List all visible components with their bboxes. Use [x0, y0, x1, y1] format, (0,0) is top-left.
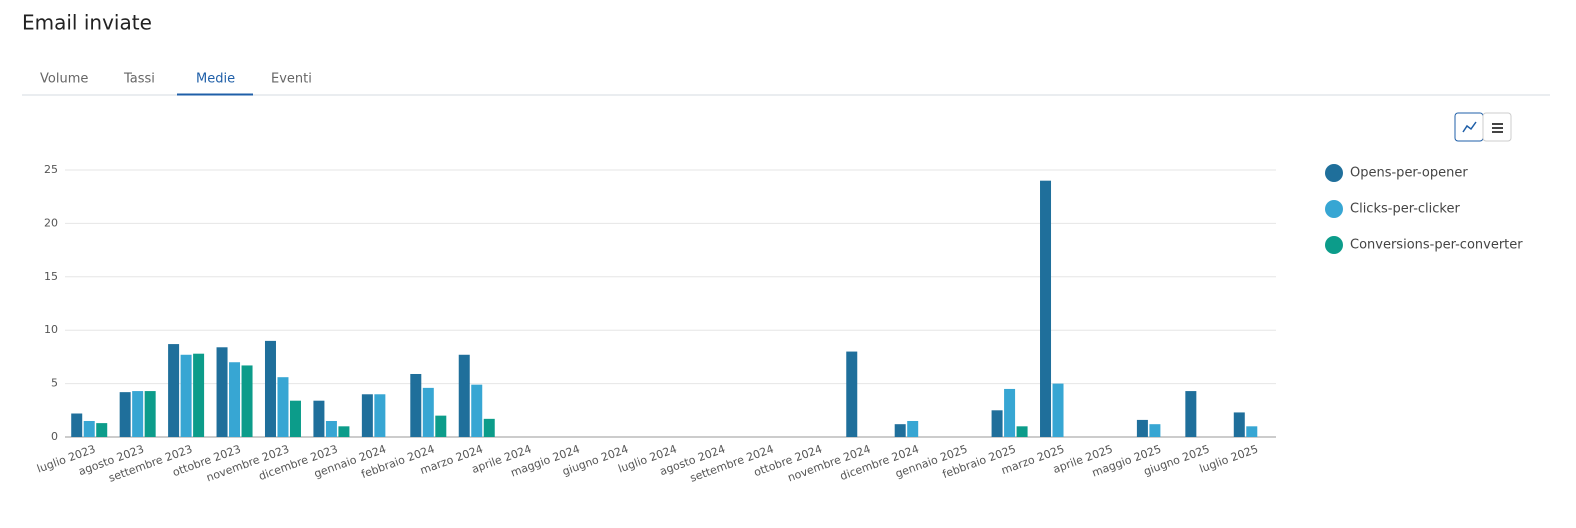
y-tick-label: 25: [44, 163, 58, 176]
bar: [1246, 426, 1258, 437]
bar: [1016, 426, 1028, 437]
bar: [1233, 412, 1245, 437]
bar: [458, 354, 470, 437]
bar: [289, 400, 301, 437]
bar: [471, 384, 483, 437]
bar: [132, 391, 144, 437]
bar: [1149, 424, 1161, 437]
bar: [229, 362, 241, 437]
bar: [1185, 391, 1197, 437]
bar: [241, 365, 253, 437]
bar: [264, 340, 276, 437]
bar: [483, 418, 495, 437]
bar: [374, 394, 386, 437]
legend-label[interactable]: Opens-per-opener: [1350, 166, 1468, 181]
bar: [71, 413, 83, 437]
tab[interactable]: Tassi: [123, 72, 155, 87]
bar: [1004, 388, 1016, 437]
tab-bar: Volume Tassi Medie Eventi: [40, 72, 312, 96]
legend-swatch: [1325, 236, 1343, 254]
bar: [83, 420, 95, 437]
bar: [325, 420, 337, 437]
tab[interactable]: Eventi: [271, 72, 312, 87]
tab[interactable]: Volume: [40, 72, 88, 87]
bar: [907, 420, 919, 437]
bar: [1040, 180, 1052, 437]
tab[interactable]: Medie: [196, 72, 235, 87]
bar: [119, 392, 131, 437]
bar: [144, 391, 156, 437]
bar: [168, 344, 180, 437]
chart-icon: [1462, 121, 1477, 133]
y-tick-label: 10: [44, 323, 58, 336]
legend-label[interactable]: Conversions-per-converter: [1350, 238, 1523, 253]
bar: [1136, 419, 1148, 437]
bar: [846, 351, 858, 437]
bar: [216, 347, 228, 437]
y-tick-label: 20: [44, 216, 58, 229]
bar: [422, 387, 434, 437]
y-tick-label: 0: [51, 430, 58, 443]
table-icon: [1492, 123, 1503, 133]
bar: [991, 410, 1003, 437]
bar: [894, 424, 906, 437]
bar: [338, 426, 350, 437]
y-tick-label: 15: [44, 270, 58, 283]
legend-swatch: [1325, 200, 1343, 218]
bar: [361, 394, 373, 437]
y-tick-label: 5: [51, 377, 58, 390]
bar: [96, 423, 108, 437]
bar: [313, 400, 325, 437]
bar: [435, 415, 447, 437]
legend-swatch: [1325, 164, 1343, 182]
bar: [193, 353, 205, 437]
page-title: Email inviate: [22, 11, 152, 35]
legend-label[interactable]: Clicks-per-clicker: [1350, 202, 1460, 217]
bar: [410, 373, 422, 437]
bar: [277, 377, 289, 437]
bar: [1052, 383, 1064, 437]
bar: [180, 354, 192, 437]
